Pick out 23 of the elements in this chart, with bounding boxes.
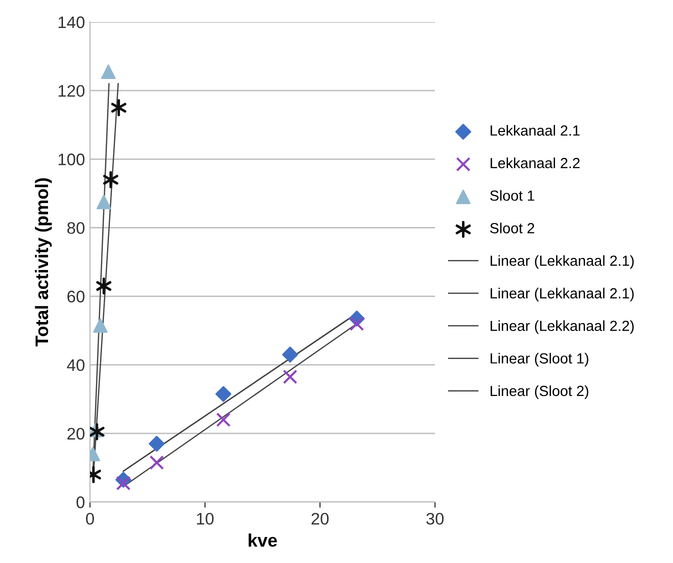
y-tick-label: 80 xyxy=(67,222,84,234)
legend-label: Linear (Lekkanaal 2.1) xyxy=(490,255,634,269)
legend-label: Lekkanaal 2.1 xyxy=(490,124,580,136)
y-tick-label: 100 xyxy=(58,154,84,166)
y-tick-label: 60 xyxy=(67,290,84,302)
legend-label: Linear (Sloot 2) xyxy=(490,385,588,399)
legend-label: Sloot 2 xyxy=(490,222,534,234)
x-tick-label: 10 xyxy=(197,512,214,525)
y-tick-label: 0 xyxy=(76,496,84,508)
legend-label: Sloot 1 xyxy=(490,190,534,201)
y-tick-label: 120 xyxy=(58,84,84,97)
x-tick-label: 20 xyxy=(312,512,329,525)
y-tick-label: 20 xyxy=(67,428,84,440)
y-tick-label: 140 xyxy=(58,16,84,28)
y-axis-title: Total activity (pmol) xyxy=(34,178,52,346)
legend-label: Linear (Sloot 1) xyxy=(490,352,588,366)
legend-label: Linear (Lekkanaal 2.2) xyxy=(490,320,634,334)
legend-label: Linear (Lekkanaal 2.1) xyxy=(490,288,634,302)
y-tick-label: 40 xyxy=(66,359,84,372)
legend-label: Lekkanaal 2.2 xyxy=(490,158,580,168)
x-tick-label: 30 xyxy=(426,512,444,525)
x-axis-title: kve xyxy=(248,534,277,547)
x-tick-label: 0 xyxy=(86,512,94,525)
